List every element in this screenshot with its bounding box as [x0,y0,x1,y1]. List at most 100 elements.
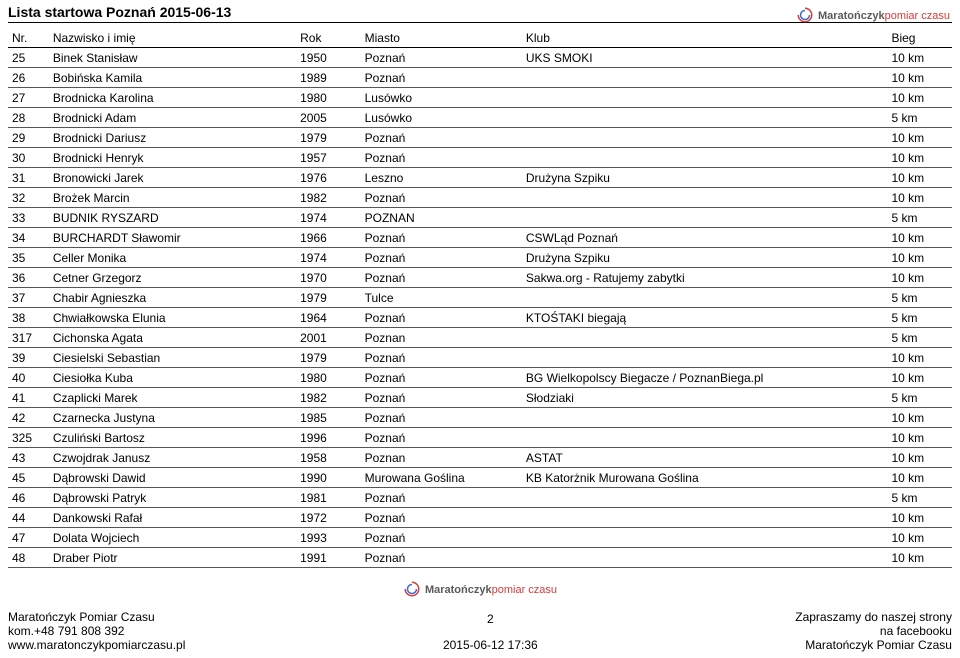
cell-name: Bronowicki Jarek [49,168,296,188]
cell-year: 1958 [296,448,361,468]
cell-nr: 30 [8,148,49,168]
table-row: 37Chabir Agnieszka1979Tulce5 km [8,288,952,308]
cell-year: 1979 [296,348,361,368]
footer-company: Maratończyk Pomiar Czasu [8,610,185,624]
logo-text-main: Maratończyk [425,584,492,596]
table-row: 325Czuliński Bartosz1996Poznań10 km [8,428,952,448]
logo-top: Maratończykpomiar czasu [796,6,950,24]
cell-club: KB Katorżnik Murowana Goślina [522,468,888,488]
cell-name: Cichonska Agata [49,328,296,348]
cell-club [522,488,888,508]
cell-club [522,108,888,128]
cell-year: 1976 [296,168,361,188]
table-row: 34BURCHARDT Sławomir1966PoznańCSWLąd Poz… [8,228,952,248]
cell-year: 1980 [296,88,361,108]
cell-year: 1981 [296,488,361,508]
logo-text-main: Maratończyk [818,10,885,22]
cell-dist: 5 km [887,328,952,348]
cell-dist: 10 km [887,248,952,268]
cell-dist: 10 km [887,68,952,88]
cell-name: Czuliński Bartosz [49,428,296,448]
cell-nr: 29 [8,128,49,148]
table-row: 41Czaplicki Marek1982PoznańSłodziaki5 km [8,388,952,408]
table-row: 39Ciesielski Sebastian1979Poznań10 km [8,348,952,368]
cell-club [522,328,888,348]
cell-city: Poznań [361,548,522,568]
cell-club: CSWLąd Poznań [522,228,888,248]
cell-name: Dąbrowski Patryk [49,488,296,508]
runner-swirl-icon [796,6,814,24]
cell-club [522,428,888,448]
cell-name: Brożek Marcin [49,188,296,208]
cell-city: Poznań [361,368,522,388]
cell-nr: 26 [8,68,49,88]
logo-text-sub: pomiar czasu [885,10,950,22]
cell-city: Lusówko [361,108,522,128]
cell-name: Czarnecka Justyna [49,408,296,428]
footer-invite-1: Zapraszamy do naszej strony [795,610,952,624]
cell-nr: 34 [8,228,49,248]
cell-dist: 5 km [887,108,952,128]
cell-club: BG Wielkopolscy Biegacze / PoznanBiega.p… [522,368,888,388]
cell-city: Poznan [361,328,522,348]
cell-dist: 10 km [887,88,952,108]
cell-name: Brodnicki Adam [49,108,296,128]
cell-dist: 5 km [887,488,952,508]
cell-year: 1970 [296,268,361,288]
cell-name: Cetner Grzegorz [49,268,296,288]
cell-year: 1989 [296,68,361,88]
cell-year: 1964 [296,308,361,328]
footer-phone: kom.+48 791 808 392 [8,624,185,638]
cell-year: 1972 [296,508,361,528]
cell-name: Chabir Agnieszka [49,288,296,308]
cell-dist: 10 km [887,348,952,368]
cell-club: Słodziaki [522,388,888,408]
cell-club: ASTAT [522,448,888,468]
cell-dist: 10 km [887,368,952,388]
cell-name: Brodnicki Henryk [49,148,296,168]
cell-city: Poznań [361,188,522,208]
cell-city: Poznań [361,488,522,508]
table-row: 43Czwojdrak Janusz1958PoznanASTAT10 km [8,448,952,468]
cell-dist: 10 km [887,228,952,248]
cell-club [522,288,888,308]
col-header-year: Rok [296,29,361,48]
table-row: 30Brodnicki Henryk1957Poznań10 km [8,148,952,168]
cell-nr: 25 [8,48,49,68]
cell-year: 1974 [296,248,361,268]
cell-year: 1991 [296,548,361,568]
cell-city: Lusówko [361,88,522,108]
cell-city: Poznań [361,528,522,548]
table-row: 317Cichonska Agata2001Poznan5 km [8,328,952,348]
cell-city: Poznań [361,148,522,168]
cell-name: Brodnicka Karolina [49,88,296,108]
cell-nr: 317 [8,328,49,348]
table-row: 29Brodnicki Dariusz1979Poznań10 km [8,128,952,148]
cell-city: Poznań [361,308,522,328]
cell-name: Czwojdrak Janusz [49,448,296,468]
cell-nr: 31 [8,168,49,188]
cell-club: Drużyna Szpiku [522,248,888,268]
cell-name: Chwiałkowska Elunia [49,308,296,328]
table-row: 27Brodnicka Karolina1980Lusówko 10 km [8,88,952,108]
cell-nr: 41 [8,388,49,408]
cell-nr: 46 [8,488,49,508]
cell-nr: 32 [8,188,49,208]
cell-dist: 10 km [887,48,952,68]
col-header-club: Klub [522,29,888,48]
cell-city: Poznań [361,348,522,368]
cell-dist: 10 km [887,428,952,448]
cell-year: 1993 [296,528,361,548]
cell-club [522,348,888,368]
cell-club [522,128,888,148]
cell-club [522,208,888,228]
col-header-nr: Nr. [8,29,49,48]
cell-club [522,528,888,548]
cell-nr: 33 [8,208,49,228]
cell-dist: 10 km [887,268,952,288]
table-row: 32Brożek Marcin1982Poznań10 km [8,188,952,208]
cell-city: Poznań [361,388,522,408]
cell-nr: 27 [8,88,49,108]
cell-club [522,148,888,168]
table-row: 45Dąbrowski Dawid1990Murowana GoślinaKB … [8,468,952,488]
